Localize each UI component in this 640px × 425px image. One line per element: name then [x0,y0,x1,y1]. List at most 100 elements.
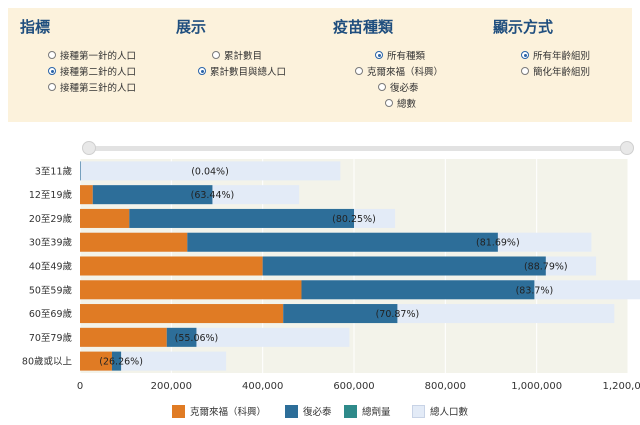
radio-button[interactable] [48,51,56,59]
mode-title: 顯示方式 [493,18,554,36]
mode-option-label: 所有年齡組別 [533,51,591,62]
x-tick-label: 600,000 [333,381,374,392]
bar-percent-label: (83.7%) [516,285,554,296]
vaccine-option[interactable]: 總數 [385,96,416,110]
display-group: 展示累計數目累計數目與總人口 [176,8,316,106]
bar-sinovac [80,304,284,324]
display-option-label: 累計數目與總人口 [210,67,287,78]
legend-label: 復必泰 [303,407,332,418]
legend-swatch [344,404,357,418]
display-title: 展示 [176,18,207,36]
display-option[interactable]: 累計數目與總人口 [198,64,286,78]
x-tick-label: 1,000,000 [511,381,562,392]
bar-percent-label: (88.79%) [524,262,568,273]
controls-panel: 指標接種第一針的人口 接種第二針的人口 接種第三針的人口 展示累計數目累計數目與總人… [8,8,632,122]
indicator-option-label: 接種第二針的人口 [60,67,137,78]
radio-button[interactable] [48,67,56,75]
indicator-group: 指標接種第一針的人口 接種第二針的人口 接種第三針的人口 [20,8,160,106]
bar-biontech [80,161,81,181]
radio-button[interactable] [48,83,56,91]
indicator-option-label: 接種第三針的人口 [60,83,137,94]
vaccine-option[interactable]: 克爾來福（科興） [355,64,443,78]
radio-button[interactable] [378,83,386,91]
vaccine-option-label: 克爾來福（科興） [367,67,444,78]
display-option[interactable]: 累計數目 [212,48,262,62]
vaccine-option-label: 復必泰 [390,83,419,94]
vaccine-type-group: 疫苗種類 所有種類 克爾來福（科興） 復必泰 總數 [333,8,478,110]
mode-option[interactable]: 簡化年齡組別 [521,64,590,78]
radio-button[interactable] [385,99,393,107]
x-tick-label: 400,000 [242,381,283,392]
bar-percent-label: (55.06%) [175,333,219,344]
radio-button[interactable] [198,67,206,75]
legend-label: 總人口數 [430,407,469,418]
bar-biontech [92,185,213,205]
y-category-label: 3至11歲 [35,165,73,177]
y-category-label: 60至69歲 [29,308,73,320]
legend-swatch [412,404,425,418]
y-category-label: 30至39歲 [29,237,73,249]
x-tick-label: 0 [77,381,83,392]
bar-chart: 0 200,000 400,000 600,000 800,000 1,000,000 1,… [22,159,640,392]
bar-biontech [262,256,546,276]
bar-sinovac [80,327,167,347]
mode-option[interactable]: 所有年齡組別 [521,48,590,62]
mode-option-label: 簡化年齡組別 [533,67,591,78]
legend-item[interactable]: 克爾來福（科興） [172,404,266,418]
indicator-option-label: 接種第一針的人口 [60,51,137,62]
x-tick-label: 200,000 [151,381,192,392]
bar-percent-label: (70.87%) [376,309,420,320]
bar-biontech [129,208,354,228]
bar-percent-label: (0.04%) [191,166,229,177]
bar-sinovac [80,351,112,371]
legend-label: 總劑量 [362,407,391,418]
radio-button[interactable] [521,67,529,75]
legend-swatch [172,404,185,418]
vaccine-option-label: 總數 [397,99,417,110]
bar-percent-label: (81.69%) [476,238,520,249]
y-category-label: 40至49歲 [29,261,73,273]
bar-biontech [111,351,122,371]
legend-item[interactable]: 復必泰 [285,404,332,418]
indicator-option[interactable]: 接種第三針的人口 [48,80,136,94]
bar-sinovac [80,256,263,276]
indicator-option[interactable]: 接種第二針的人口 [48,64,136,78]
display-option-label: 累計數目 [224,51,263,62]
range-slider-right-handle[interactable] [620,141,634,155]
bar-sinovac [80,232,188,252]
y-category-label: 12至19歲 [29,189,73,201]
radio-button[interactable] [355,67,363,75]
bar-biontech [301,280,535,300]
y-category-label: 70至79歲 [29,332,73,344]
y-category-label: 50至59歲 [29,284,73,296]
y-category-label: 20至29歲 [29,213,73,225]
bar-percent-label: (80.25%) [332,214,376,225]
vaccine-option[interactable]: 所有種類 [375,48,425,62]
y-category-label: 80歲或以上 [22,356,73,368]
radio-button[interactable] [375,51,383,59]
bar-percent-label: (26.26%) [99,357,143,368]
legend-swatch [285,404,298,418]
bar-biontech [166,327,197,347]
vaccine-option-label: 所有種類 [387,51,426,62]
x-tick-label: 1,200,000 [603,381,640,392]
x-tick-label: 800,000 [425,381,466,392]
bar-sinovac [80,208,130,228]
radio-button[interactable] [521,51,529,59]
bar-biontech [187,232,498,252]
range-slider-track[interactable] [88,146,628,151]
indicator-option[interactable]: 接種第一針的人口 [48,48,136,62]
vaccine-option[interactable]: 復必泰 [378,80,419,94]
bar-sinovac [80,185,93,205]
chart-legend: 克爾來福（科興） 復必泰 總劑量 總人口數 [0,402,640,422]
bar-sinovac [80,280,302,300]
legend-item[interactable]: 總劑量 [344,404,391,418]
bar-percent-label: (63.44%) [191,190,235,201]
range-slider-left-handle[interactable] [82,141,96,155]
bar-biontech [283,304,398,324]
bar-total-population [80,161,341,181]
legend-item[interactable]: 總人口數 [412,404,468,418]
radio-button[interactable] [212,51,220,59]
indicator-title: 指標 [20,18,51,36]
legend-label: 克爾來福（科興） [190,407,267,418]
